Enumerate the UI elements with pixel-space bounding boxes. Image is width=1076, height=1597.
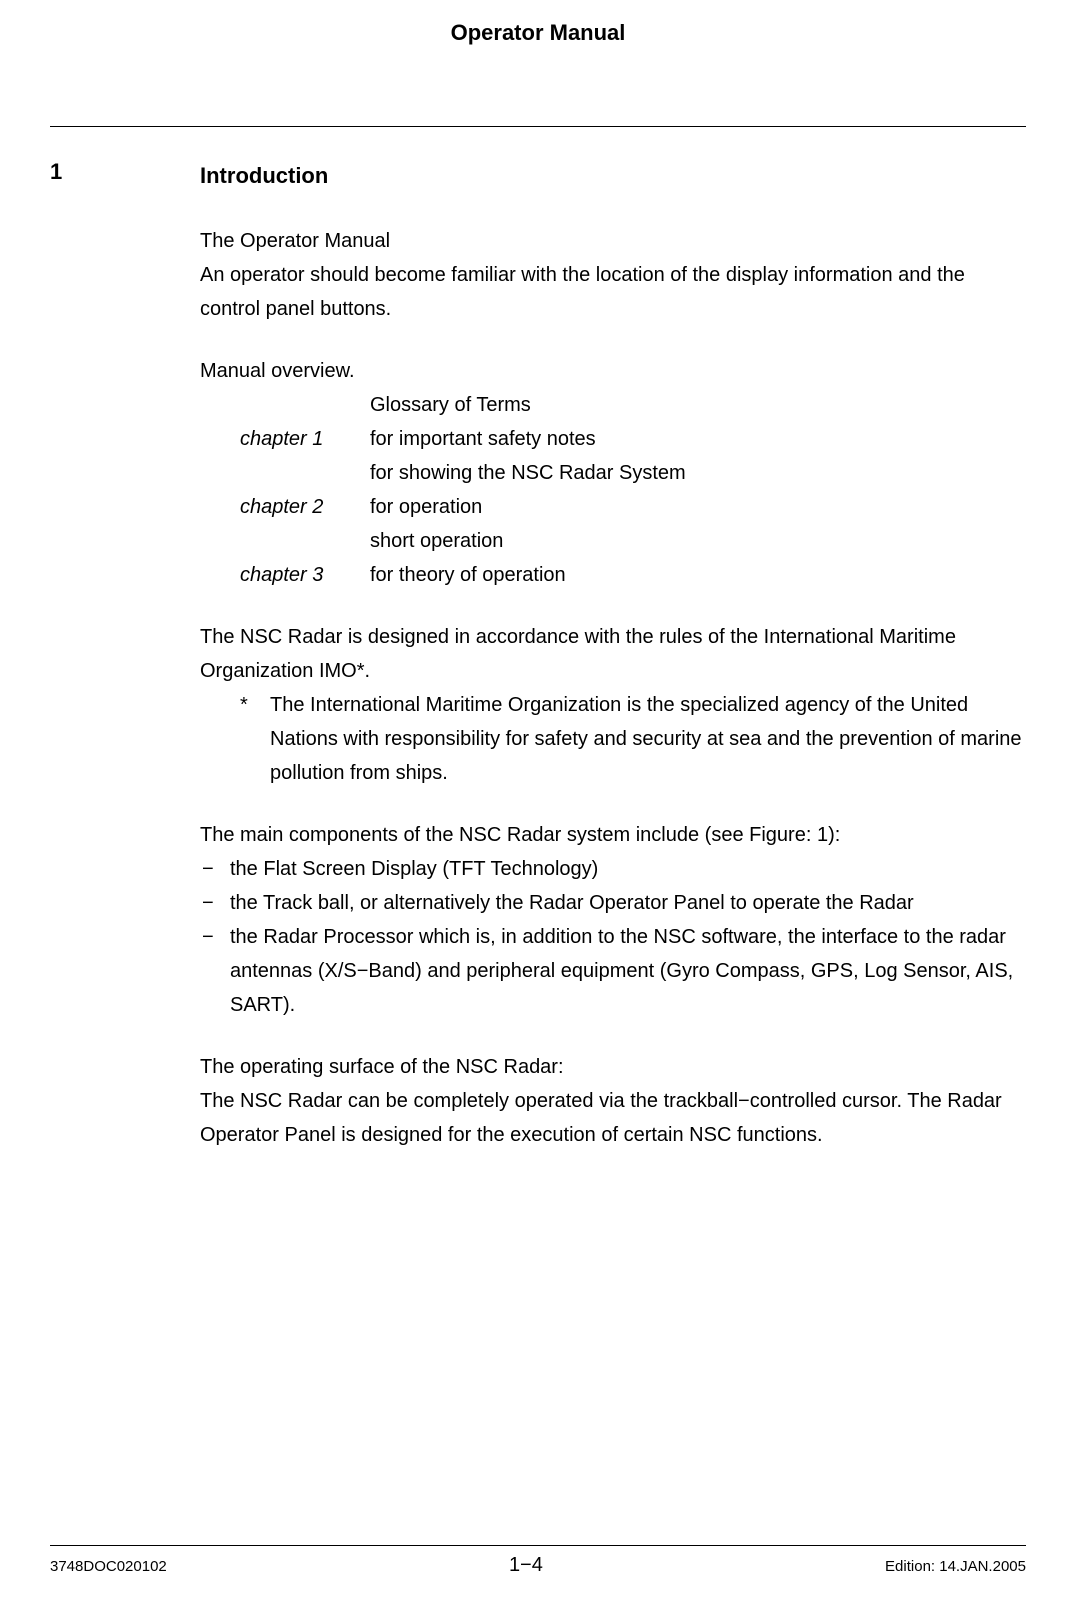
overview-row: for showing the NSC Radar System: [240, 456, 1026, 490]
footer-page-number: 1−4: [509, 1554, 543, 1577]
list-item: − the Radar Processor which is, in addit…: [200, 920, 1026, 1022]
bullet-marker: −: [200, 920, 230, 1022]
components-lead: The main components of the NSC Radar sys…: [200, 818, 1026, 852]
section-heading: Introduction: [200, 157, 1026, 194]
overview-row: short operation: [240, 524, 1026, 558]
footnote-text: The International Maritime Organization …: [270, 688, 1026, 790]
overview-desc: short operation: [370, 524, 1026, 558]
bullet-marker: −: [200, 886, 230, 920]
surface-para: The NSC Radar can be completely operated…: [200, 1084, 1026, 1152]
components-list: − the Flat Screen Display (TFT Technolog…: [200, 852, 1026, 1022]
footnote-marker: *: [240, 688, 270, 790]
intro-para: An operator should become familiar with …: [200, 258, 1026, 326]
imo-para: The NSC Radar is designed in accordance …: [200, 620, 1026, 688]
footer-doc-id: 3748DOC020102: [50, 1558, 167, 1575]
page-footer: 3748DOC020102 1−4 Edition: 14.JAN.2005: [50, 1545, 1026, 1577]
overview-row: chapter 3 for theory of operation: [240, 558, 1026, 592]
overview-desc: for showing the NSC Radar System: [370, 456, 1026, 490]
overview-label: [240, 524, 370, 558]
overview-desc: for important safety notes: [370, 422, 1026, 456]
overview-label: chapter 3: [240, 558, 370, 592]
list-item: − the Flat Screen Display (TFT Technolog…: [200, 852, 1026, 886]
bullet-marker: −: [200, 852, 230, 886]
bullet-text: the Radar Processor which is, in additio…: [230, 920, 1026, 1022]
overview-desc: for operation: [370, 490, 1026, 524]
footer-edition: Edition: 14.JAN.2005: [885, 1558, 1026, 1575]
content-area: 1 Introduction The Operator Manual An op…: [50, 157, 1026, 1152]
intro-subhead: The Operator Manual: [200, 224, 1026, 258]
overview-label: chapter 1: [240, 422, 370, 456]
overview-row: chapter 1 for important safety notes: [240, 422, 1026, 456]
overview-desc: for theory of operation: [370, 558, 1026, 592]
list-item: − the Track ball, or alternatively the R…: [200, 886, 1026, 920]
section-number: 1: [50, 157, 200, 1152]
bottom-rule: [50, 1545, 1026, 1546]
overview-row: Glossary of Terms: [240, 388, 1026, 422]
surface-subhead: The operating surface of the NSC Radar:: [200, 1050, 1026, 1084]
overview-label: chapter 2: [240, 490, 370, 524]
bullet-text: the Flat Screen Display (TFT Technology): [230, 852, 1026, 886]
footer-row: 3748DOC020102 1−4 Edition: 14.JAN.2005: [50, 1554, 1026, 1577]
top-rule: [50, 126, 1026, 127]
overview-label: [240, 388, 370, 422]
overview-label: [240, 456, 370, 490]
imo-footnote: * The International Maritime Organizatio…: [240, 688, 1026, 790]
bullet-text: the Track ball, or alternatively the Rad…: [230, 886, 1026, 920]
overview-desc: Glossary of Terms: [370, 388, 1026, 422]
page-title: Operator Manual: [50, 0, 1026, 126]
overview-row: chapter 2 for operation: [240, 490, 1026, 524]
overview-lead: Manual overview.: [200, 354, 1026, 388]
body-column: Introduction The Operator Manual An oper…: [200, 157, 1026, 1152]
overview-table: Glossary of Terms chapter 1 for importan…: [240, 388, 1026, 592]
